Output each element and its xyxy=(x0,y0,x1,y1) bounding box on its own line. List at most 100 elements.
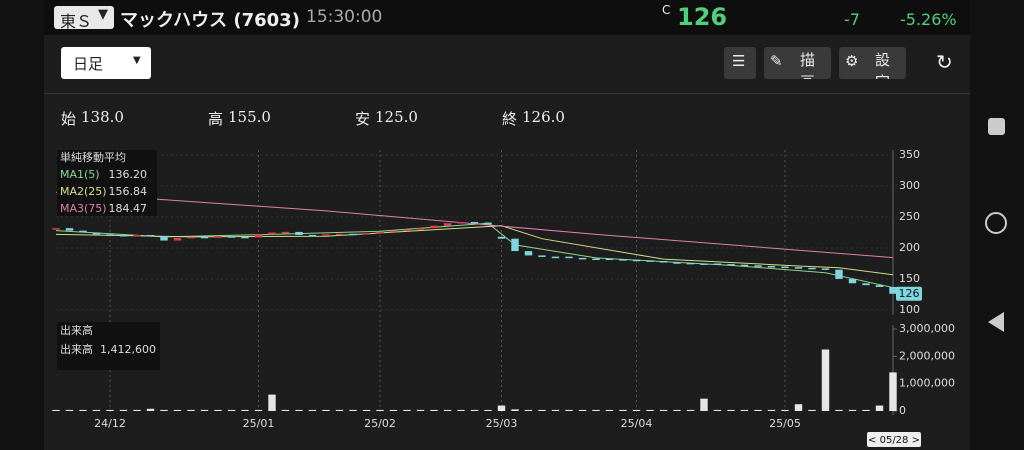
volume-bar xyxy=(551,409,560,411)
icon: ⚙ xyxy=(845,52,859,70)
candle-body xyxy=(295,231,303,235)
draw-button[interactable]: ✎ 描画 xyxy=(764,47,831,79)
volume-bar xyxy=(443,409,452,411)
volume-bar xyxy=(524,409,533,411)
refresh-button[interactable]: ↻ xyxy=(936,50,953,74)
change-pct: -5.26% xyxy=(900,10,957,29)
nav-recent[interactable] xyxy=(988,118,1005,135)
candle-body xyxy=(578,257,587,260)
market: 東Ｓ xyxy=(60,12,93,31)
candle-body xyxy=(524,251,533,256)
candle-body xyxy=(781,266,789,269)
app: 東Ｓ ▼ マックハウス (7603) 15:30:00 C 126 -7 -5.… xyxy=(44,0,970,450)
nav-back[interactable] xyxy=(988,312,1004,332)
candle-body xyxy=(65,228,74,231)
candle-body xyxy=(646,260,654,262)
candle-body xyxy=(160,236,168,241)
volume-bar xyxy=(632,409,641,411)
candle-body xyxy=(241,236,249,239)
volume-bar xyxy=(673,409,681,411)
candle-body xyxy=(794,267,803,269)
volume-bar xyxy=(146,408,155,411)
volume-bar xyxy=(767,409,776,411)
candle-body xyxy=(497,236,506,239)
candle-body xyxy=(713,263,722,265)
period: 日足 xyxy=(73,55,104,73)
candle-body xyxy=(862,283,870,286)
draw-label: 描画 xyxy=(800,51,816,79)
volume-tick-label: 2,000,000 xyxy=(899,349,955,362)
candle-body xyxy=(470,221,479,224)
volume-bar xyxy=(187,409,195,411)
volume-bar xyxy=(376,409,384,411)
volume-bar xyxy=(281,409,290,411)
last-price-tag xyxy=(896,286,922,301)
candle-body xyxy=(700,263,708,265)
candle-body xyxy=(308,234,317,237)
volume-bar xyxy=(835,409,843,411)
change: -7 xyxy=(844,10,860,29)
legend-box xyxy=(57,150,157,216)
volume-bar xyxy=(470,409,479,411)
y-tick-label: 350 xyxy=(899,148,920,161)
x-tick-label: 25/05 xyxy=(769,417,801,430)
settings-button[interactable]: ⚙ 設定 xyxy=(839,47,906,79)
volume-bar xyxy=(713,409,722,411)
volume-bar xyxy=(79,409,87,411)
candle-body xyxy=(659,260,668,263)
candle-body xyxy=(673,262,681,264)
candle-body xyxy=(187,236,195,239)
candle-body xyxy=(79,230,87,233)
volume-bar xyxy=(700,398,708,411)
volume-bar xyxy=(119,409,128,411)
x-tick-label: 25/02 xyxy=(364,417,396,430)
candle-body xyxy=(335,233,344,236)
candle-body xyxy=(619,259,627,261)
period-select[interactable]: 日足 ▼ xyxy=(61,47,151,79)
volume-bar xyxy=(565,409,573,411)
volume-bar xyxy=(889,372,897,411)
volume-bar xyxy=(335,409,344,411)
volume-bar xyxy=(592,409,600,411)
volume-bar xyxy=(754,409,762,411)
legend-value: 184.47 xyxy=(109,202,148,215)
volume-bar xyxy=(214,409,222,411)
volume-bar xyxy=(484,409,492,411)
candle-body xyxy=(119,234,128,237)
volume-bar xyxy=(173,409,182,411)
volume-bar xyxy=(646,409,654,411)
candle-body xyxy=(605,258,614,261)
volume-bar xyxy=(727,409,735,411)
candle-body xyxy=(268,232,276,235)
volume-bar xyxy=(794,404,803,411)
candle-body xyxy=(484,222,492,225)
candle-body xyxy=(511,238,519,252)
candle-body xyxy=(835,269,843,279)
volume-bar xyxy=(92,409,101,411)
candle-body xyxy=(551,256,560,259)
volume-last: 1,412,600 xyxy=(100,343,156,356)
legend-value: 136.20 xyxy=(109,168,148,181)
x-tick-label: 24/12 xyxy=(94,417,126,430)
nav-home[interactable] xyxy=(985,212,1007,234)
y-tick-label: 250 xyxy=(899,210,920,223)
last-price-label: 126 xyxy=(899,287,920,300)
candle-body xyxy=(403,229,411,231)
volume-bar xyxy=(497,405,506,411)
volume-bar xyxy=(295,409,303,411)
volume-bar xyxy=(389,409,398,411)
candle-body xyxy=(227,236,236,238)
candle-body xyxy=(52,228,60,230)
price: 126 xyxy=(677,3,728,31)
candle-body xyxy=(416,228,425,230)
list-button[interactable]: ☰ xyxy=(724,47,756,79)
volume-bar xyxy=(322,409,330,411)
candle-body xyxy=(349,233,357,236)
volume-bar xyxy=(52,409,60,411)
candle-body xyxy=(632,259,641,262)
candle-body xyxy=(146,234,155,237)
volume-bar xyxy=(659,409,668,411)
volume-bar xyxy=(160,409,168,411)
market-select[interactable]: 東Ｓ ▼ xyxy=(54,6,114,31)
icon: ☰ xyxy=(732,52,746,70)
